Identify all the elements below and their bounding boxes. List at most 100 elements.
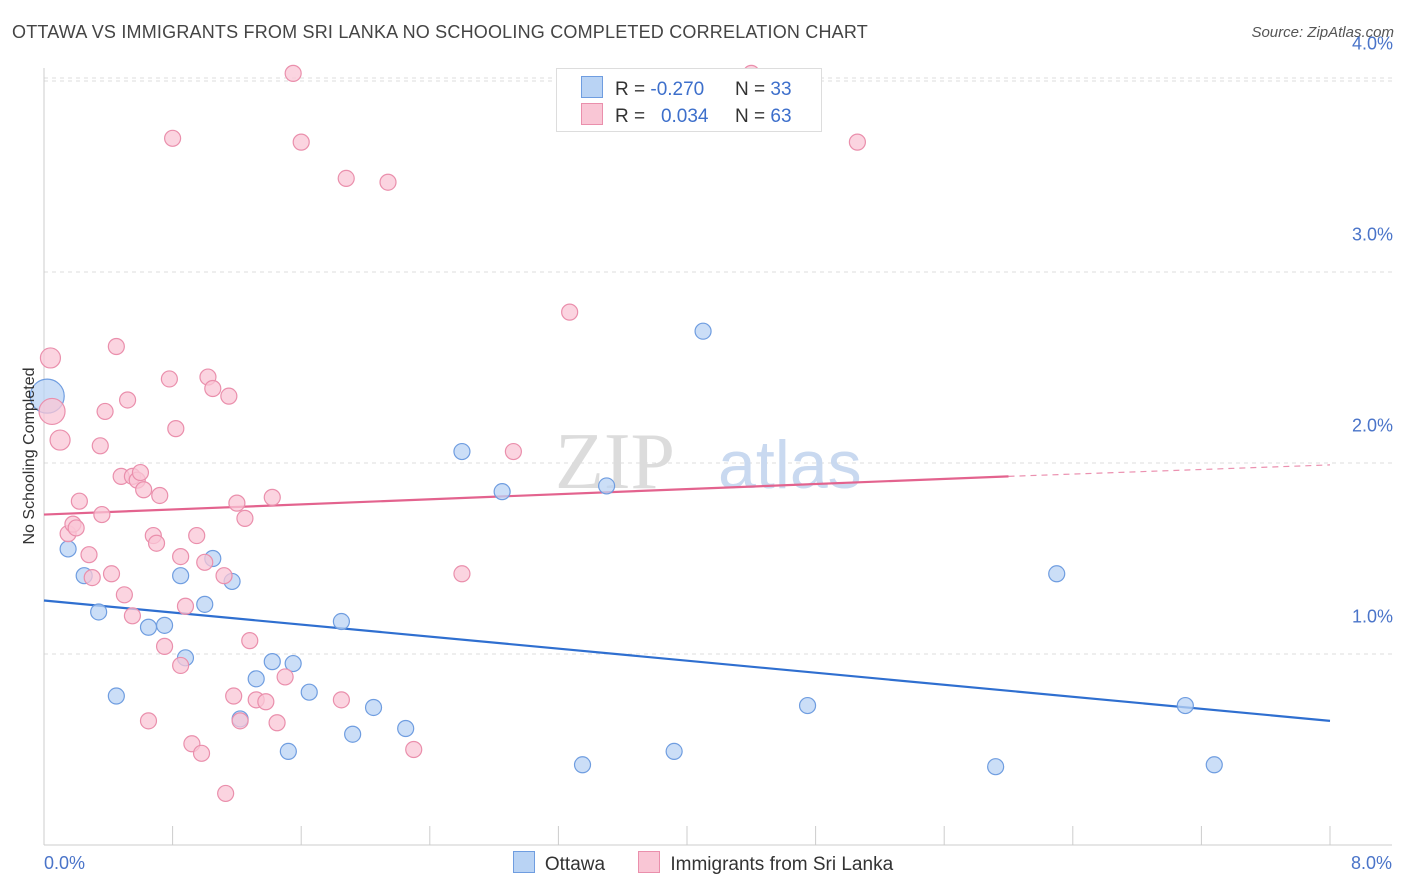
point-ottawa <box>107 687 125 705</box>
legend-row-ottawa: R = -0.270 N = 33 <box>581 76 792 102</box>
legend-swatch-ottawa <box>581 76 603 98</box>
point-srilanka <box>220 387 238 405</box>
trend-line-srilanka <box>1008 464 1331 477</box>
point-ottawa <box>196 595 214 613</box>
point-ottawa <box>987 758 1005 776</box>
y-tick-label: 4.0% <box>1352 33 1393 53</box>
point-srilanka <box>107 337 125 356</box>
legend-n-label-srilanka: N = <box>735 106 771 127</box>
point-srilanka <box>332 691 350 709</box>
point-ottawa <box>344 725 362 743</box>
data-points <box>29 64 1223 803</box>
point-srilanka <box>118 391 137 409</box>
point-srilanka <box>39 347 62 369</box>
point-srilanka <box>453 565 471 583</box>
point-ottawa <box>139 618 158 636</box>
source-credit: Source: ZipAtlas.com <box>1251 24 1394 41</box>
x-tick-label: 8.0% <box>1351 853 1392 873</box>
point-srilanka <box>192 744 211 762</box>
point-srilanka <box>848 133 866 151</box>
point-ottawa <box>247 670 265 688</box>
point-srilanka <box>96 402 114 421</box>
point-srilanka <box>337 169 355 188</box>
point-srilanka <box>268 714 286 732</box>
point-srilanka <box>83 568 101 587</box>
point-srilanka <box>102 565 121 583</box>
trend-lines <box>43 464 1331 722</box>
point-srilanka <box>225 687 243 705</box>
axes <box>43 68 1392 846</box>
point-ottawa <box>1048 565 1066 583</box>
point-srilanka <box>91 437 109 455</box>
point-ottawa <box>59 540 77 558</box>
point-srilanka <box>284 64 302 82</box>
point-srilanka <box>241 632 259 650</box>
point-srilanka <box>38 397 66 426</box>
legend-n-label-ottawa: N = <box>735 79 771 100</box>
point-srilanka <box>257 693 275 711</box>
trend-line-ottawa <box>43 599 1331 722</box>
legend-r-label-ottawa: R = <box>615 79 651 100</box>
point-ottawa <box>1205 756 1223 774</box>
point-srilanka <box>504 442 522 461</box>
point-ottawa <box>284 654 302 673</box>
point-srilanka <box>172 547 190 566</box>
point-ottawa <box>1176 696 1194 715</box>
series-label-ottawa: Ottawa <box>544 854 606 875</box>
point-srilanka <box>379 173 397 191</box>
point-ottawa <box>573 756 592 774</box>
point-srilanka <box>139 712 158 730</box>
series-swatch-srilanka <box>638 851 661 873</box>
point-srilanka <box>405 740 423 759</box>
point-srilanka <box>49 429 71 451</box>
legend-n-value-srilanka: 63 <box>770 106 792 127</box>
correlation-legend: R = -0.270 N = 33 R = 0.034 N = 63 <box>556 68 822 132</box>
point-srilanka <box>176 597 195 615</box>
legend-r-value-ottawa: -0.270 <box>650 79 705 100</box>
point-srilanka <box>93 505 111 524</box>
legend-swatch-srilanka <box>581 103 603 125</box>
point-srilanka <box>135 481 153 499</box>
point-srilanka <box>231 712 249 730</box>
point-ottawa <box>397 719 415 738</box>
point-srilanka <box>123 607 142 625</box>
point-srilanka <box>276 668 294 686</box>
chart-title: OTTAWA VS IMMIGRANTS FROM SRI LANKA NO S… <box>12 22 868 42</box>
point-ottawa <box>493 483 511 501</box>
point-ottawa <box>665 742 683 761</box>
tick-labels: 1.0% 2.0% 3.0% 4.0% 0.0% 8.0% <box>44 33 1393 873</box>
point-srilanka <box>147 534 166 552</box>
point-srilanka <box>228 494 246 512</box>
point-ottawa <box>598 477 616 495</box>
legend-r-value-srilanka: 0.034 <box>660 106 709 127</box>
point-ottawa <box>155 616 174 634</box>
point-srilanka <box>115 586 133 604</box>
point-ottawa <box>332 612 350 631</box>
x-tick-label: 0.0% <box>44 853 85 873</box>
point-srilanka <box>131 463 150 482</box>
series-legend: Ottawa Immigrants from Sri Lanka <box>0 851 1406 876</box>
point-srilanka <box>160 370 178 388</box>
point-srilanka <box>167 420 185 438</box>
y-axis-label: No Schooling Completed <box>21 368 38 545</box>
series-label-srilanka: Immigrants from Sri Lanka <box>670 854 894 875</box>
point-srilanka <box>80 546 98 564</box>
y-tick-label: 1.0% <box>1352 606 1393 626</box>
point-srilanka <box>164 129 182 147</box>
point-srilanka <box>151 486 169 505</box>
legend-row-srilanka: R = 0.034 N = 63 <box>581 103 792 129</box>
point-srilanka <box>155 637 174 655</box>
legend-r-label-srilanka: R = <box>615 106 651 127</box>
point-srilanka <box>172 656 190 675</box>
point-ottawa <box>694 322 712 340</box>
point-ottawa <box>798 696 817 715</box>
y-tick-label: 3.0% <box>1352 224 1393 244</box>
point-srilanka <box>263 488 281 506</box>
point-srilanka <box>561 303 579 321</box>
point-srilanka <box>204 379 222 398</box>
series-swatch-ottawa <box>512 851 535 873</box>
point-ottawa <box>300 683 318 701</box>
point-ottawa <box>172 567 190 585</box>
grid-lines <box>44 77 1392 655</box>
